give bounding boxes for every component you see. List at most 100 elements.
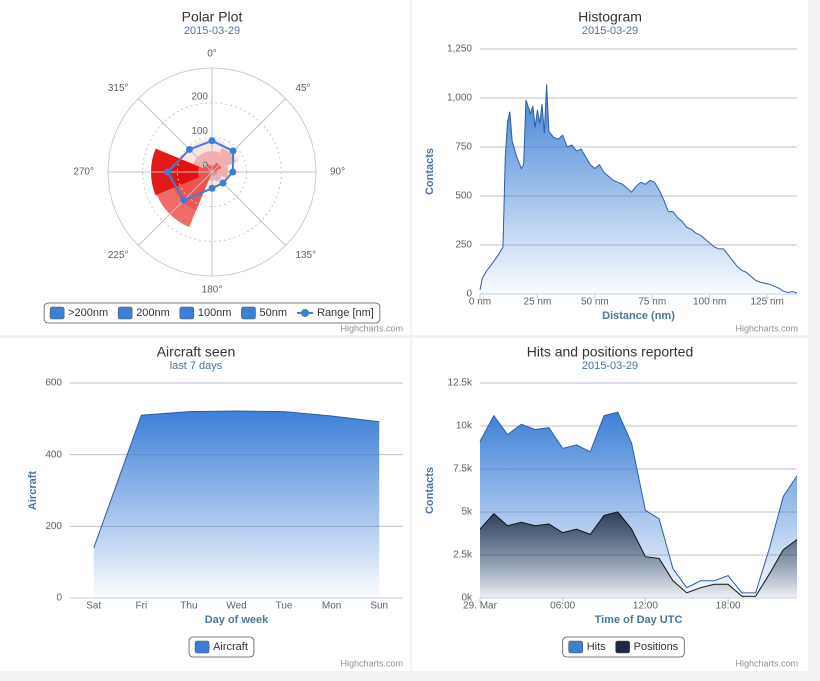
y-tick-label: 600 xyxy=(45,378,62,389)
x-tick-label: Thu xyxy=(180,601,197,612)
legend-symbol xyxy=(194,640,210,654)
chart-subtitle: 2015-03-29 xyxy=(184,25,240,37)
x-tick-label: Mon xyxy=(322,601,341,612)
x-tick-label: 75 nm xyxy=(638,297,666,308)
x-tick-label: 06:00 xyxy=(550,601,575,612)
legend-symbol xyxy=(568,640,584,654)
chart-subtitle: last 7 days xyxy=(170,360,223,372)
range-marker xyxy=(229,168,237,176)
legend-label: Range [nm] xyxy=(317,307,374,319)
range-marker xyxy=(208,137,216,145)
range-marker xyxy=(219,179,227,187)
y-tick-label: 200 xyxy=(191,91,208,102)
range-marker xyxy=(185,145,193,153)
y-axis-title: Aircraft xyxy=(27,471,39,510)
legend-label: >200nm xyxy=(68,307,108,319)
legend-label: 100nm xyxy=(198,307,232,319)
x-tick-label: 180° xyxy=(202,285,223,296)
chart-title: Polar Plot xyxy=(182,9,243,25)
radial-line xyxy=(138,171,213,246)
y-tick-label: 7.5k xyxy=(453,464,473,475)
y-tick-label: 100 xyxy=(191,126,208,137)
area-line xyxy=(93,410,380,549)
x-tick-label: 270° xyxy=(73,167,94,178)
range-marker xyxy=(208,184,216,192)
x-tick-label: 90° xyxy=(330,167,345,178)
x-axis-title: Day of week xyxy=(205,614,269,626)
legend: >200nm 200nm 100nm 50nm Range [nm] xyxy=(43,302,381,324)
x-tick-label: Fri xyxy=(136,601,148,612)
legend-symbol xyxy=(301,309,309,317)
chart-subtitle: 2015-03-29 xyxy=(582,25,638,37)
x-tick-label: 0° xyxy=(207,49,217,60)
x-tick-label: 0 nm xyxy=(469,297,491,308)
chart-title: Aircraft seen xyxy=(157,344,236,360)
legend-box xyxy=(562,636,685,658)
y-tick-label: 750 xyxy=(455,142,472,153)
area-fill xyxy=(93,410,380,598)
range-marker xyxy=(229,147,237,155)
x-axis-title: Time of Day UTC xyxy=(595,614,683,626)
area-fill xyxy=(480,84,797,294)
legend-label: Aircraft xyxy=(213,641,248,653)
area-line xyxy=(479,84,798,294)
credits: Highcharts.com xyxy=(735,323,798,333)
y-tick-label: 400 xyxy=(45,449,62,460)
x-tick-label: 225° xyxy=(108,250,129,261)
area-fill xyxy=(480,512,797,598)
y-tick-label: 5k xyxy=(461,507,473,518)
x-tick-label: 29. Mar xyxy=(463,601,498,612)
y-tick-label: 500 xyxy=(455,191,472,202)
x-tick-label: 135° xyxy=(295,250,316,261)
y-tick-label: 1,000 xyxy=(447,93,472,104)
legend-label: 50nm xyxy=(259,307,287,319)
y-tick-label: 0 xyxy=(56,593,62,604)
x-tick-label: 45° xyxy=(295,83,310,94)
area-line xyxy=(479,411,798,594)
y-axis-title: Contacts xyxy=(424,148,436,195)
credits: Highcharts.com xyxy=(340,323,403,333)
x-tick-label: 18:00 xyxy=(716,601,741,612)
range-marker xyxy=(164,168,172,176)
y-tick-label: 0 xyxy=(466,289,472,300)
credits: Highcharts.com xyxy=(735,658,798,668)
x-tick-label: Wed xyxy=(226,601,246,612)
x-tick-label: 25 nm xyxy=(524,297,552,308)
legend-box xyxy=(188,636,255,658)
x-tick-label: Tue xyxy=(276,601,293,612)
y-tick-label: 0k xyxy=(461,593,473,604)
y-tick-label: 1,250 xyxy=(447,44,472,55)
legend-label: Positions xyxy=(634,641,679,653)
y-axis-title: Contacts xyxy=(424,467,436,514)
x-tick-label: Sun xyxy=(370,601,388,612)
credits: Highcharts.com xyxy=(340,658,403,668)
x-tick-label: 100 nm xyxy=(693,297,726,308)
y-tick-label: 200 xyxy=(45,521,62,532)
legend-label: Hits xyxy=(587,641,606,653)
x-tick-label: 315° xyxy=(108,83,129,94)
x-tick-label: 12:00 xyxy=(633,601,658,612)
legend-symbol xyxy=(49,306,65,320)
legend-symbol xyxy=(241,306,256,320)
range-marker xyxy=(180,196,188,204)
y-tick-label: 12.5k xyxy=(448,378,473,389)
legend: Hits Positions xyxy=(562,636,685,658)
x-tick-label: 125 nm xyxy=(750,297,783,308)
legend-box xyxy=(43,302,381,324)
legend: Aircraft xyxy=(188,636,255,658)
radial-line xyxy=(211,98,286,173)
y-tick-label: 2.5k xyxy=(453,550,473,561)
legend-symbol xyxy=(615,640,630,654)
legend-symbol xyxy=(117,306,133,320)
chart-subtitle: 2015-03-29 xyxy=(582,360,638,372)
y-tick-label: 10k xyxy=(456,421,473,432)
chart-title: Histogram xyxy=(578,9,642,25)
legend-label: 200nm xyxy=(136,307,170,319)
legend-symbol xyxy=(179,306,195,320)
radial-line xyxy=(138,98,213,173)
area-line xyxy=(479,511,798,597)
y-tick-label: 250 xyxy=(455,240,472,251)
x-tick-label: Sat xyxy=(86,601,101,612)
